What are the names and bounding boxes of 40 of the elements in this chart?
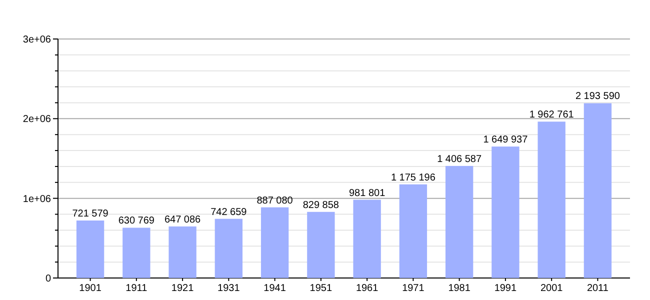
data-label: 1 962 761	[529, 110, 574, 121]
data-label: 630 769	[118, 216, 155, 227]
bar	[492, 146, 520, 278]
data-label: 829 858	[302, 200, 340, 211]
x-tick-label: 1911	[126, 283, 148, 294]
x-tick-label: 1921	[171, 283, 194, 294]
bar	[76, 220, 104, 278]
bar	[122, 228, 150, 278]
data-label: 1 649 937	[483, 134, 528, 146]
bar	[214, 218, 243, 278]
y-tick-label: 0	[45, 274, 52, 284]
x-tick-label: 1951	[310, 283, 332, 294]
data-label: 742 659	[210, 206, 248, 218]
x-tick-label: 1901	[79, 283, 102, 294]
data-label: 1 175 196	[390, 172, 436, 184]
bar	[353, 200, 381, 278]
x-tick-label: 1991	[494, 283, 518, 294]
x-tick-label: 1931	[218, 283, 240, 294]
bar	[307, 212, 335, 278]
data-label: 2 193 590	[575, 91, 620, 102]
bar	[445, 166, 474, 278]
y-tick-label: 3e+06	[22, 34, 52, 46]
x-tick-label: 1981	[448, 283, 471, 294]
bar	[260, 207, 289, 278]
x-tick-label: 2001	[540, 283, 564, 294]
bar	[399, 184, 428, 278]
x-tick-label: 1941	[264, 283, 286, 294]
y-tick-label: 2e+06	[22, 114, 52, 126]
y-tick-label: 1e+06	[22, 194, 52, 205]
x-tick-label: 1961	[356, 283, 379, 294]
data-label: 981 801	[348, 188, 386, 199]
data-label: 1 406 587	[437, 154, 482, 165]
bar	[584, 103, 612, 278]
x-tick-label: 1971	[402, 283, 425, 294]
bar	[538, 122, 566, 278]
data-label: 721 579	[72, 208, 109, 220]
x-tick-label: 2011	[586, 283, 609, 294]
data-label: 647 086	[164, 214, 202, 226]
bar	[168, 226, 196, 278]
data-label: 887 080	[256, 195, 294, 206]
